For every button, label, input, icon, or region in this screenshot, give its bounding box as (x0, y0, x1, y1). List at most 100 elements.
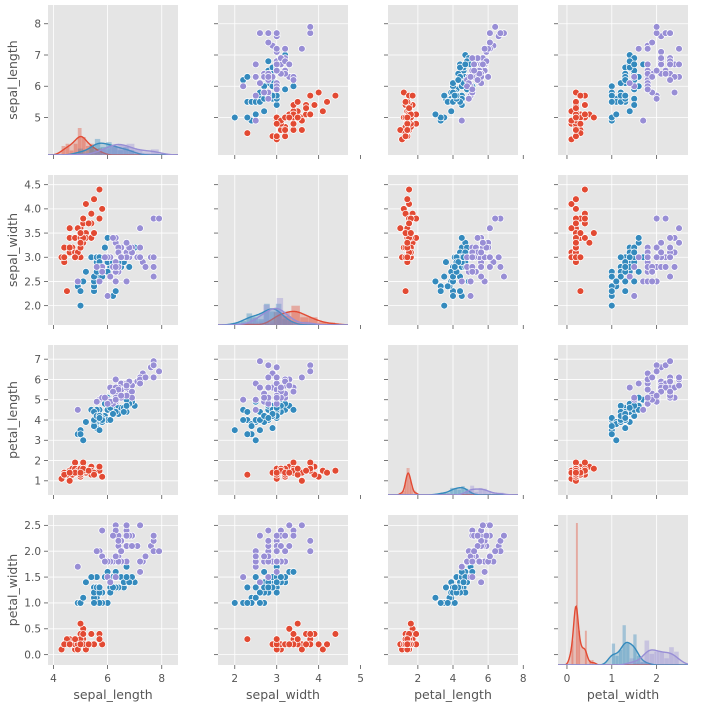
point-virginica (281, 531, 289, 540)
point-setosa (302, 640, 310, 649)
tick-label-x-petal_width: 1 (608, 673, 615, 685)
point-versicolor (111, 287, 120, 295)
point-virginica (256, 383, 264, 392)
point-versicolor (451, 583, 459, 592)
point-virginica (285, 521, 294, 530)
point-versicolor (251, 110, 260, 119)
point-virginica (281, 547, 289, 555)
point-virginica (306, 29, 315, 37)
point-versicolor (76, 287, 85, 295)
panel-sepal_length-vs-petal_length (384, 5, 524, 159)
point-versicolor (431, 110, 440, 119)
point-virginica (486, 521, 494, 530)
point-virginica (661, 69, 670, 78)
point-setosa (95, 462, 104, 471)
point-virginica (272, 44, 281, 53)
point-versicolor (260, 107, 268, 115)
point-setosa (84, 219, 93, 228)
point-setosa (76, 229, 85, 237)
hist-bar-versicolor (633, 634, 637, 665)
point-versicolor (442, 583, 450, 592)
point-versicolor (608, 287, 616, 295)
point-versicolor (231, 113, 239, 122)
point-versicolor (621, 277, 629, 286)
point-virginica (465, 94, 473, 103)
point-virginica (468, 54, 477, 62)
hist-bar-setosa (73, 143, 78, 155)
point-versicolor (612, 436, 621, 445)
y-axis-label-sepal_length: sepal_length (5, 40, 20, 119)
point-virginica (106, 272, 115, 281)
point-setosa (331, 630, 340, 638)
point-virginica (652, 94, 661, 103)
point-versicolor (87, 573, 96, 581)
point-virginica (657, 248, 665, 257)
point-setosa (306, 630, 315, 638)
point-setosa (76, 619, 85, 628)
point-virginica (468, 573, 477, 581)
panel-sepal_width-vs-sepal_width (214, 175, 361, 329)
hist-bar-virginica (290, 321, 297, 325)
point-virginica (264, 38, 273, 47)
point-virginica (111, 395, 120, 404)
hist-bar-virginica (270, 321, 277, 325)
point-versicolor (247, 422, 256, 430)
point-virginica (122, 521, 131, 530)
point-virginica (155, 547, 163, 555)
point-virginica (264, 361, 273, 370)
point-virginica (122, 277, 131, 286)
point-setosa (576, 287, 585, 295)
tick-label-y-sepal_width: 4.0 (24, 204, 41, 216)
kde-fill-virginica (218, 308, 348, 325)
point-setosa (95, 185, 104, 194)
hist-bar-virginica (634, 662, 640, 665)
point-virginica (256, 79, 264, 87)
point-versicolor (436, 599, 445, 607)
point-virginica (260, 552, 268, 561)
point-setosa (302, 104, 310, 112)
point-virginica (477, 263, 485, 271)
point-virginica (473, 531, 482, 540)
tick-label-x-sepal_width: 2 (231, 673, 238, 685)
point-virginica (136, 253, 144, 262)
point-versicolor (454, 76, 463, 84)
point-setosa (71, 253, 79, 262)
point-versicolor (90, 599, 98, 607)
point-virginica (272, 568, 281, 576)
tick-label-y-petal_width: 0.0 (24, 649, 41, 661)
hist-bar-setosa (578, 630, 581, 665)
point-virginica (639, 406, 647, 414)
point-versicolor (442, 258, 450, 266)
point-versicolor (272, 101, 281, 109)
point-setosa (403, 640, 412, 649)
tick-label-x-sepal_width: 4 (315, 673, 322, 685)
point-virginica (652, 253, 661, 262)
hist-bar-virginica (276, 298, 284, 325)
panel-sepal_width-vs-sepal_length: 2.0 2.5 3.0 3.5 4.0 4.5 (24, 175, 178, 329)
point-virginica (111, 277, 120, 286)
point-virginica (479, 521, 487, 530)
hist-bar-versicolor (457, 489, 461, 495)
point-versicolor (272, 578, 281, 586)
point-virginica (470, 66, 478, 75)
panel-petal_length-vs-sepal_length: 1 2 3 4 5 6 7 (34, 345, 178, 499)
hist-bar-versicolor (123, 146, 129, 155)
hist-bar-setosa (77, 128, 82, 155)
point-setosa (82, 200, 90, 208)
point-virginica (256, 578, 264, 586)
point-virginica (643, 253, 652, 262)
hist-bar-versicolor (622, 625, 626, 665)
point-setosa (306, 110, 315, 119)
point-virginica (264, 537, 273, 545)
point-versicolor (95, 583, 104, 592)
point-versicolor (634, 234, 643, 242)
point-virginica (630, 393, 638, 402)
point-versicolor (612, 110, 621, 119)
point-setosa (243, 635, 252, 643)
point-virginica (264, 373, 273, 382)
panel-sepal_width-vs-petal_width (554, 175, 688, 329)
tick-label-x-sepal_width: 3 (273, 673, 280, 685)
panel-petal_width-vs-sepal_width: 2 3 4 5 (214, 515, 364, 685)
point-virginica (281, 44, 289, 53)
